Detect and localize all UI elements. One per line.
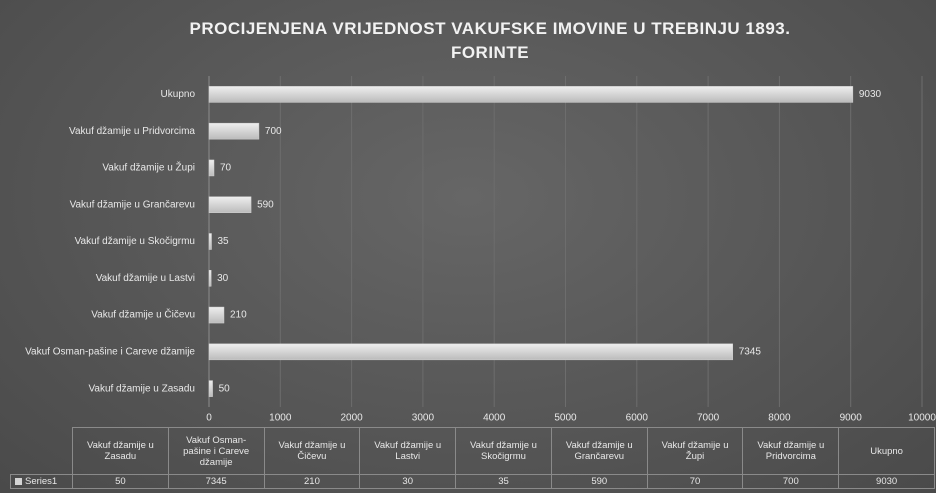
- x-tick-label: 3000: [412, 413, 435, 424]
- table-value: 9030: [838, 474, 935, 489]
- x-tick-label: 7000: [697, 413, 720, 424]
- bar: [208, 306, 225, 324]
- bar: [208, 159, 215, 177]
- legend-entry: Series1: [10, 474, 73, 489]
- table-header: Vakuf džamije u Lastvi: [359, 427, 457, 475]
- y-tick-label: Vakuf džamije u Grančarevu: [70, 199, 195, 210]
- data-label: 70: [220, 163, 232, 174]
- legend-label: Series1: [25, 476, 58, 487]
- table-header: Vakuf džamije u Zasadu: [72, 427, 169, 475]
- table-header: Vakuf džamije u Pridvorcima: [742, 427, 840, 475]
- table-value: 590: [550, 474, 648, 489]
- chart-svg: PROCIJENJENA VRIJEDNOST VAKUFSKE IMOVINE…: [25, 19, 936, 424]
- data-label: 35: [217, 236, 229, 247]
- data-label: 700: [265, 126, 282, 137]
- table-header: Vakuf džamije u Grančarevu: [550, 427, 648, 475]
- data-label: 30: [217, 273, 229, 284]
- table-value: 7345: [167, 474, 265, 489]
- y-tick-label: Vakuf džamije u Zasadu: [88, 383, 195, 394]
- y-tick-label: Vakuf Osman-pašine i Careve džamije: [25, 346, 195, 357]
- table-value: 30: [359, 474, 457, 489]
- x-tick-label: 6000: [626, 413, 649, 424]
- bar: [208, 122, 260, 140]
- table-value: 50: [72, 474, 169, 489]
- data-label: 7345: [739, 346, 762, 357]
- y-tick-label: Vakuf džamije u Pridvorcima: [69, 126, 195, 137]
- legend-key: [15, 478, 22, 485]
- x-tick-label: 4000: [483, 413, 506, 424]
- table-header: Vakuf džamije u Župi: [646, 427, 744, 475]
- x-tick-label: 0: [206, 413, 212, 424]
- data-label: 50: [219, 383, 231, 394]
- bar: [208, 270, 212, 287]
- y-tick-label: Vakuf džamije u Lastvi: [96, 273, 195, 284]
- data-label: 9030: [859, 89, 882, 100]
- table-header: Vakuf Osman-pašine i Careve džamije: [167, 427, 265, 475]
- x-tick-label: 2000: [340, 413, 363, 424]
- bar: [208, 233, 212, 250]
- table-header: Vakuf džamije u Skočigrmu: [455, 427, 552, 475]
- table-header: Vakuf džamije u Čičevu: [263, 427, 361, 475]
- bar: [208, 343, 733, 361]
- table-value: 35: [455, 474, 552, 489]
- bar: [208, 196, 252, 213]
- chart-title: PROCIJENJENA VRIJEDNOST VAKUFSKE IMOVINE…: [190, 19, 791, 62]
- table-value: 700: [742, 474, 840, 489]
- x-tick-label: 9000: [840, 413, 863, 424]
- table-value: 70: [646, 474, 744, 489]
- data-label: 590: [257, 199, 274, 210]
- y-tick-label: Vakuf džamije u Skočigrmu: [75, 236, 195, 247]
- table-header: Ukupno: [838, 427, 935, 475]
- data-table: Vakuf džamije u Zasadu 50 Vakuf Osman-paši…: [10, 427, 935, 489]
- x-tick-label: 1000: [269, 413, 292, 424]
- table-value: 210: [263, 474, 361, 489]
- x-tick-label: 5000: [554, 413, 577, 424]
- y-tick-label: Ukupno: [161, 89, 196, 100]
- data-label: 210: [230, 310, 247, 321]
- y-tick-label: Vakuf džamije u Čičevu: [91, 308, 195, 321]
- y-tick-label: Vakuf džamije u Župi: [102, 161, 195, 174]
- bar: [208, 380, 213, 397]
- x-tick-label: 10000: [908, 413, 936, 424]
- bar: [208, 86, 854, 103]
- x-tick-label: 8000: [768, 413, 791, 424]
